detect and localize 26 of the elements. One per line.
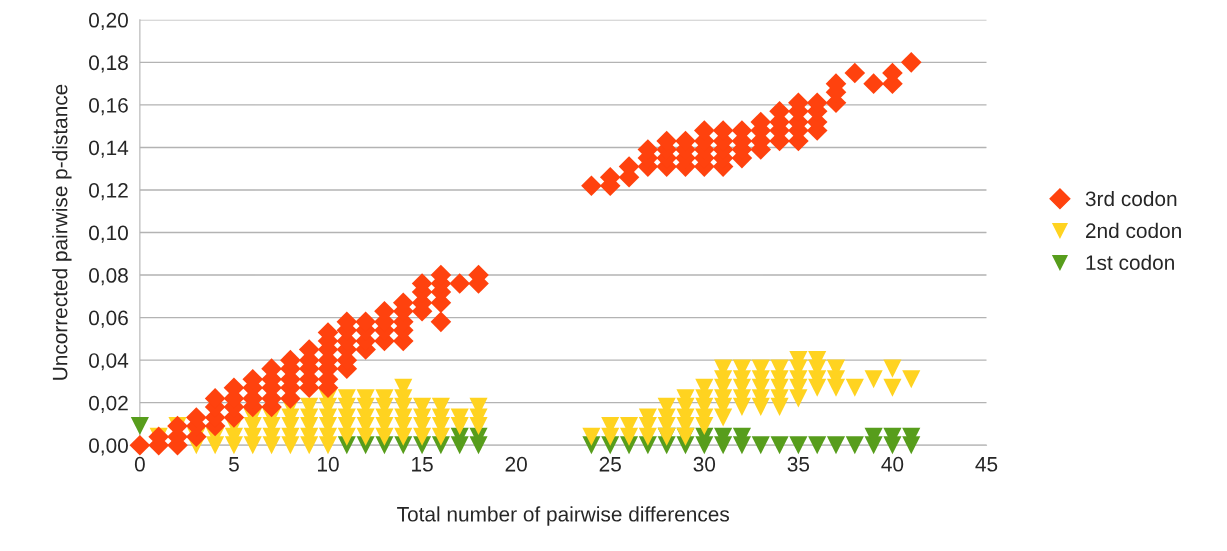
x-tick-label: 30 bbox=[693, 456, 716, 472]
y-tick-label: 0,14 bbox=[89, 140, 129, 158]
x-tick-label: 0 bbox=[134, 456, 145, 472]
y-tick-label: 0,04 bbox=[89, 353, 129, 371]
x-tick-label: 20 bbox=[505, 456, 527, 472]
y-tick-label: 0,00 bbox=[89, 438, 128, 456]
y-tick-label: 0,10 bbox=[89, 225, 128, 243]
legend-label: 2nd codon bbox=[1086, 222, 1181, 239]
y-tick-label: 0,16 bbox=[89, 97, 128, 116]
x-tick-label: 15 bbox=[412, 457, 433, 472]
y-tick-label: 0,18 bbox=[89, 55, 128, 73]
x-tick-label: 35 bbox=[787, 456, 810, 472]
y-axis-title: Uncorrected pairwise p-distance bbox=[52, 84, 72, 380]
legend-label: 3rd codon bbox=[1085, 190, 1177, 207]
y-tick-label: 0,02 bbox=[89, 395, 128, 413]
y-tick-label: 0,12 bbox=[89, 182, 128, 201]
y-tick-label: 0,20 bbox=[89, 12, 128, 31]
x-axis-title: Total number of pairwise differences bbox=[397, 506, 730, 526]
x-tick-label: 40 bbox=[881, 456, 904, 472]
y-tick-label: 0,06 bbox=[89, 310, 128, 328]
x-tick-label: 10 bbox=[318, 456, 339, 472]
x-tick-label: 25 bbox=[599, 456, 621, 472]
x-tick-label: 45 bbox=[975, 457, 998, 472]
x-tick-label: 5 bbox=[228, 457, 239, 472]
legend-label: 1st codon bbox=[1086, 254, 1174, 271]
y-tick-label: 0,08 bbox=[89, 268, 128, 286]
